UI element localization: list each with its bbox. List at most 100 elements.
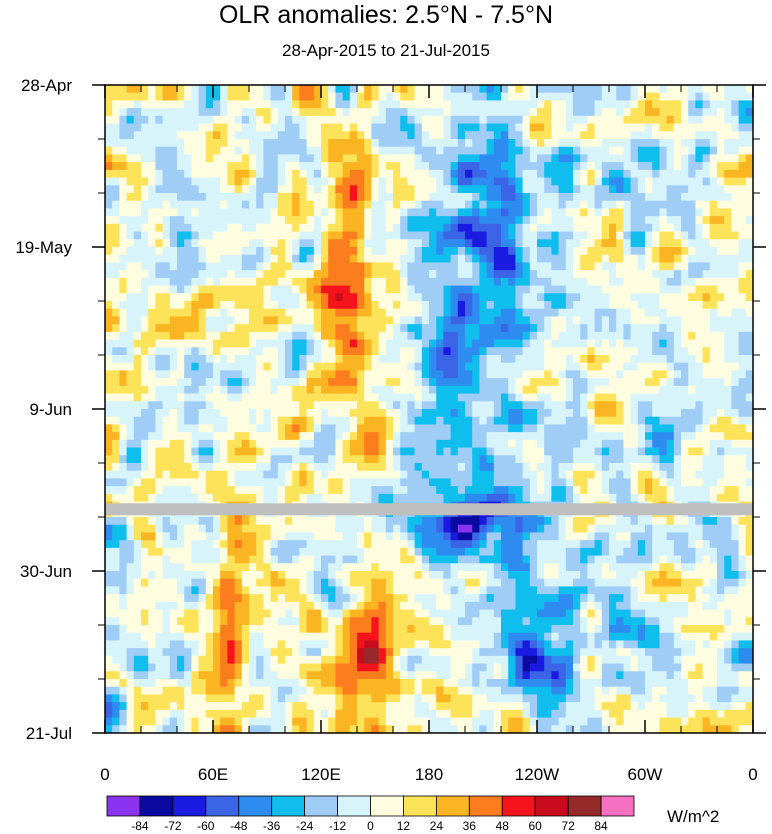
heatmap-cell: [472, 409, 480, 418]
heatmap-cell: [616, 378, 624, 387]
heatmap-cell: [479, 85, 488, 94]
heatmap-cell: [659, 331, 668, 341]
heatmap-cell: [299, 200, 308, 210]
heatmap-cell: [709, 216, 718, 225]
heatmap-cell: [421, 169, 430, 179]
heatmap-cell: [465, 439, 473, 449]
heatmap-cell: [717, 316, 725, 325]
heatmap-cell: [443, 123, 452, 132]
heatmap-cell: [594, 223, 603, 233]
heatmap-cell: [148, 293, 156, 302]
heatmap-cell: [364, 470, 372, 480]
heatmap-cell: [371, 355, 380, 364]
heatmap-cell: [580, 316, 588, 325]
heatmap-cell: [321, 331, 329, 341]
heatmap-cell: [119, 115, 128, 125]
heatmap-cell: [645, 262, 653, 271]
heatmap-cell: [717, 200, 725, 210]
heatmap-cell: [645, 177, 653, 186]
heatmap-cell: [529, 416, 538, 426]
heatmap-cell: [717, 308, 725, 318]
heatmap-cell: [436, 416, 444, 426]
heatmap-cell: [522, 355, 531, 364]
heatmap-cell: [313, 247, 322, 256]
heatmap-cell: [551, 154, 560, 163]
heatmap-cell: [486, 432, 495, 441]
heatmap-cell: [558, 193, 567, 202]
heatmap-cell: [601, 424, 610, 433]
heatmap-cell: [450, 339, 459, 348]
heatmap-cell: [385, 447, 394, 456]
heatmap-cell: [313, 169, 322, 179]
heatmap-cell: [601, 177, 610, 186]
heatmap-cell: [529, 316, 538, 325]
heatmap-cell: [220, 424, 228, 433]
heatmap-cell: [191, 146, 200, 156]
heatmap-cell: [342, 92, 351, 102]
heatmap-cell: [537, 254, 545, 264]
heatmap-cell: [357, 401, 365, 410]
heatmap-cell: [205, 463, 214, 472]
heatmap-cell: [623, 115, 632, 125]
heatmap-cell: [277, 324, 286, 333]
heatmap-cell: [213, 486, 221, 495]
heatmap-cell: [105, 185, 113, 194]
heatmap-cell: [299, 139, 308, 148]
heatmap-cell: [745, 208, 753, 217]
heatmap-cell: [191, 208, 200, 217]
heatmap-cell: [580, 301, 588, 310]
heatmap-cell: [133, 115, 142, 125]
heatmap-cell: [724, 470, 732, 480]
heatmap-cell: [616, 493, 624, 503]
heatmap-cell: [652, 85, 660, 94]
heatmap-cell: [198, 455, 207, 464]
heatmap-cell: [479, 401, 488, 410]
heatmap-cell: [205, 470, 214, 480]
heatmap-cell: [745, 362, 753, 372]
heatmap-cell: [544, 92, 552, 102]
heatmap-cell: [400, 239, 408, 248]
heatmap-cell: [666, 324, 675, 333]
heatmap-cell: [321, 362, 329, 372]
heatmap-cell: [126, 239, 135, 248]
heatmap-cell: [313, 347, 322, 356]
heatmap-cell: [702, 185, 711, 194]
heatmap-cell: [493, 324, 502, 333]
heatmap-cell: [162, 308, 171, 318]
heatmap-cell: [155, 439, 164, 449]
heatmap-cell: [133, 432, 142, 441]
heatmap-cell: [738, 355, 747, 364]
heatmap-cell: [429, 447, 437, 456]
heatmap-cell: [522, 378, 531, 387]
heatmap-cell: [220, 455, 228, 464]
heatmap-cell: [220, 154, 228, 163]
heatmap-cell: [594, 324, 603, 333]
heatmap-cell: [213, 239, 221, 248]
heatmap-cell: [724, 108, 732, 117]
heatmap-cell: [601, 478, 610, 487]
heatmap-cell: [126, 362, 135, 372]
heatmap-cell: [162, 108, 171, 117]
heatmap-cell: [177, 393, 185, 402]
heatmap-cell: [688, 208, 696, 217]
heatmap-cell: [450, 285, 459, 294]
heatmap-cell: [220, 231, 228, 240]
heatmap-cell: [220, 370, 228, 379]
heatmap-cell: [191, 85, 200, 94]
heatmap-cell: [162, 154, 171, 163]
heatmap-cell: [184, 285, 192, 294]
heatmap-cell: [565, 169, 574, 179]
heatmap-cell: [184, 362, 192, 372]
heatmap-cell: [241, 409, 250, 418]
heatmap-cell: [544, 100, 552, 109]
heatmap-cell: [227, 347, 236, 356]
heatmap-cell: [306, 200, 315, 210]
heatmap-cell: [465, 131, 473, 140]
heatmap-cell: [544, 301, 552, 310]
heatmap-cell: [717, 231, 725, 240]
heatmap-cell: [443, 223, 452, 233]
heatmap-cell: [385, 470, 394, 480]
heatmap-cell: [191, 416, 200, 426]
heatmap-cell: [609, 92, 617, 102]
heatmap-cell: [702, 223, 711, 233]
